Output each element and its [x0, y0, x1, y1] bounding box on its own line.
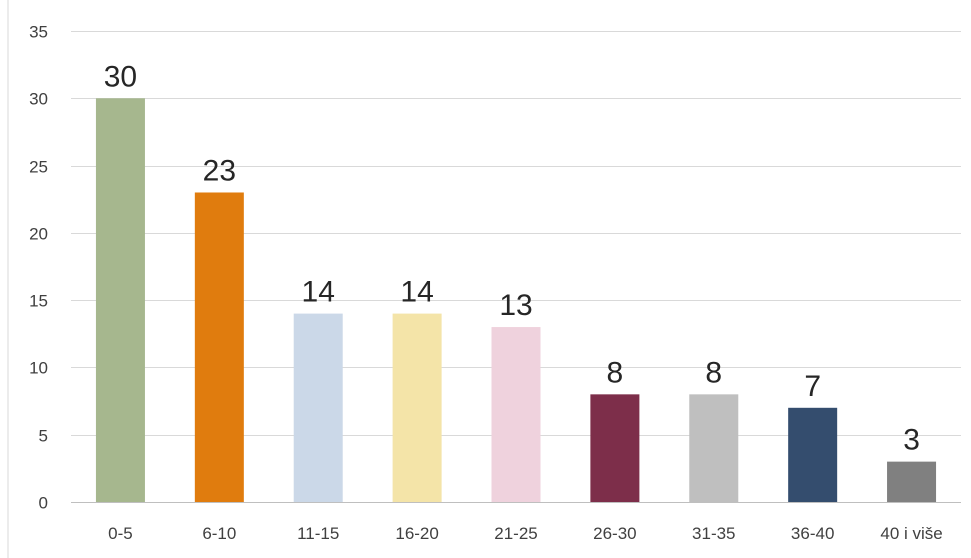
- y-axis-tick-labels: 0 5 10 15 20 25 30 35: [29, 23, 48, 513]
- data-label: 30: [104, 60, 137, 93]
- data-label: 7: [804, 370, 821, 403]
- x-tick-label: 0-5: [108, 524, 133, 543]
- y-tick-label: 15: [29, 292, 48, 311]
- data-label: 8: [607, 356, 624, 389]
- x-tick-label: 40 i više: [880, 524, 942, 543]
- y-tick-label: 0: [39, 494, 48, 513]
- bar-31-35: [689, 394, 739, 502]
- y-tick-label: 5: [39, 427, 48, 446]
- x-tick-label: 16-20: [395, 524, 438, 543]
- data-label: 13: [499, 289, 532, 322]
- y-tick-label: 25: [29, 158, 48, 177]
- bar-40-i-više: [887, 461, 937, 502]
- y-tick-label: 30: [29, 90, 48, 109]
- y-tick-label: 35: [29, 23, 48, 42]
- x-tick-label: 36-40: [791, 524, 834, 543]
- bar-26-30: [590, 394, 640, 502]
- x-tick-label: 21-25: [494, 524, 537, 543]
- x-tick-label: 11-15: [297, 524, 339, 543]
- data-labels: 30 23 14 14 13 8 8 7 3: [104, 60, 920, 456]
- x-tick-label: 26-30: [593, 524, 636, 543]
- y-tick-label: 20: [29, 225, 48, 244]
- y-tick-label: 10: [29, 359, 48, 378]
- data-label: 8: [705, 356, 722, 389]
- data-label: 3: [903, 424, 920, 457]
- x-axis-tick-labels: 0-5 6-10 11-15 16-20 21-25 26-30 31-35 36-40 40 …: [108, 524, 943, 543]
- bar-36-40: [788, 407, 838, 502]
- bar-6-10: [194, 192, 244, 502]
- x-tick-label: 6-10: [202, 524, 236, 543]
- bar-16-20: [392, 313, 442, 502]
- bars: [95, 98, 937, 503]
- x-tick-label: 31-35: [692, 524, 735, 543]
- bar-11-15: [293, 313, 343, 502]
- data-label: 14: [302, 276, 335, 309]
- data-label: 23: [203, 154, 236, 187]
- bar-0-5: [95, 98, 145, 503]
- bar-21-25: [491, 327, 541, 502]
- data-label: 14: [400, 276, 433, 309]
